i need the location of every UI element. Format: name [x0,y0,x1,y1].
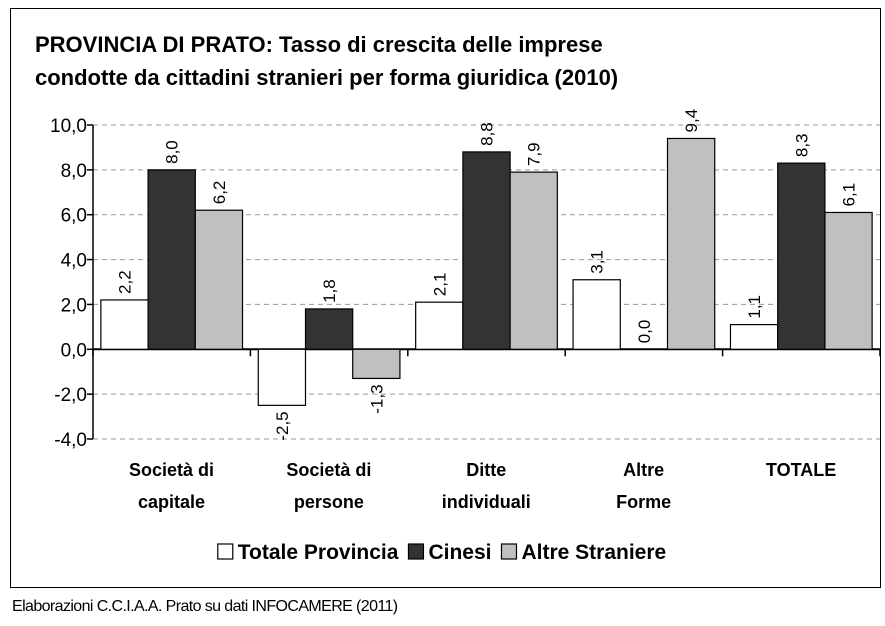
bar [415,301,464,350]
data-label: 8,3 [792,133,811,157]
data-label: 0,0 [635,320,654,344]
y-tick-label: -4,0 [54,430,87,451]
data-label: 1,1 [745,295,764,319]
bar [304,308,354,350]
chart-title: PROVINCIA DI PRATO: Tasso di crescita de… [35,32,619,90]
legend: Totale Provincia Cinesi Altre Straniere [217,541,666,564]
bar [666,137,716,350]
bar [509,171,558,350]
x-tick-label: Società di capitale [128,460,215,512]
bar [100,299,149,350]
legend-label: Cinesi [428,541,491,564]
data-label: 8,0 [163,140,182,164]
bar [729,324,779,350]
x-tick-label: Società di persone [286,460,372,512]
data-label: 7,9 [525,142,544,166]
data-label: -1,3 [367,384,386,413]
y-tick-label: 8,0 [61,161,87,182]
bar [257,348,307,406]
bar [194,209,244,350]
bar [147,169,196,350]
bar [777,162,826,350]
y-tick-label: 6,0 [61,206,87,227]
source-note: Elaborazioni C.C.I.A.A. Prato su dati IN… [12,598,398,615]
y-tick-label: 4,0 [61,251,87,272]
y-tick-label: 10,0 [50,116,87,137]
y-tick-label: 0,0 [61,340,87,361]
chart-frame [10,8,881,588]
x-tick-label: TOTALE [765,460,837,480]
bar [824,211,873,350]
bar [572,279,621,350]
data-label: 2,1 [430,273,449,297]
data-label: -2,5 [273,411,292,440]
x-tick-label: Ditte individuali [441,460,531,512]
legend-swatch [217,543,234,560]
y-tick-label: 2,0 [61,295,87,316]
legend-swatch [500,543,518,560]
legend-swatch [407,543,425,560]
x-tick-label: Altre Forme [616,460,672,512]
bar [352,348,401,380]
data-label: 3,1 [588,250,607,274]
data-label: 6,1 [840,183,859,207]
legend-label: Altre Straniere [521,541,666,564]
data-label: 6,2 [210,181,229,205]
y-tick-label: -2,0 [54,385,87,406]
data-label: 1,8 [320,279,339,303]
data-label: 8,8 [478,122,497,146]
data-label: 2,2 [115,270,134,294]
legend-label: Totale Provincia [238,541,399,564]
bar [462,151,511,350]
data-label: 9,4 [682,109,701,133]
